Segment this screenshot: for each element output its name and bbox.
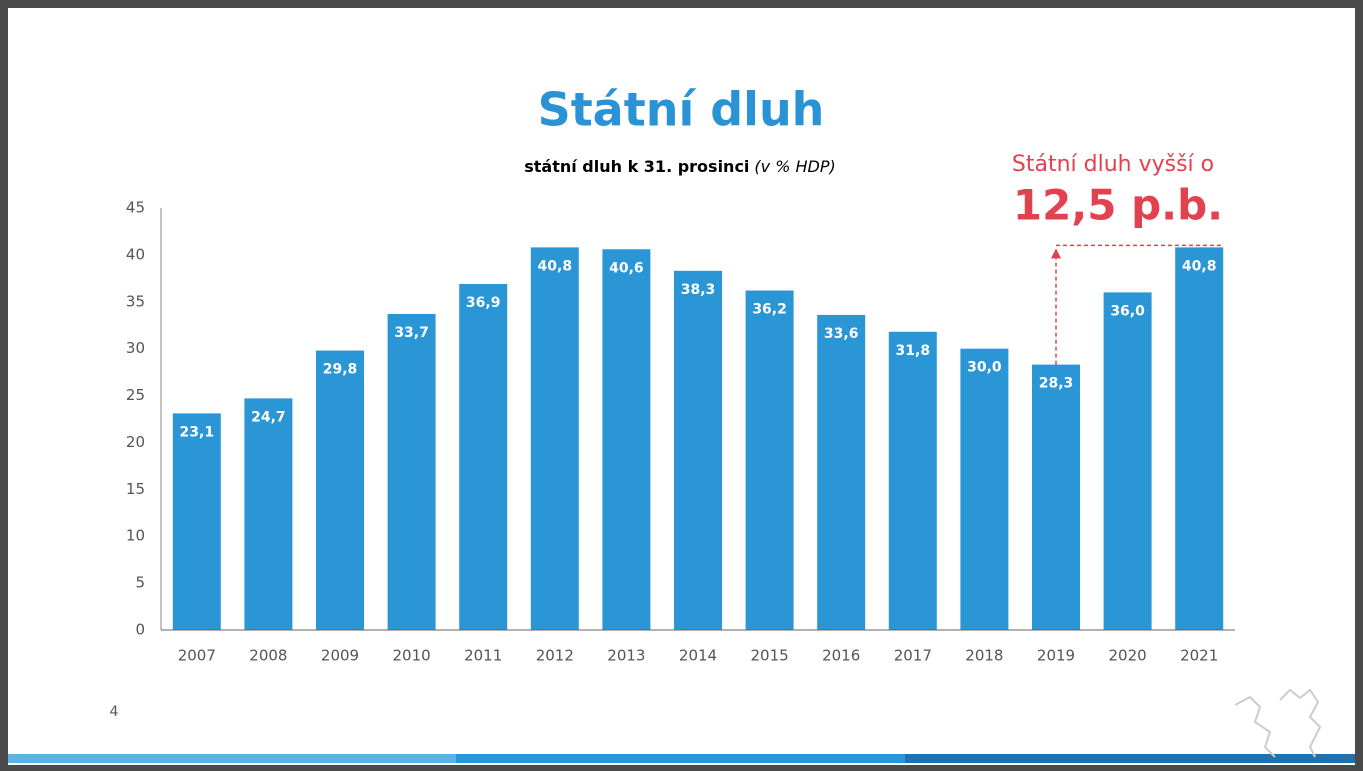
value-label: 23,1 <box>180 424 215 440</box>
value-label: 40,6 <box>609 260 644 276</box>
x-tick-label: 2014 <box>679 647 717 665</box>
stripe <box>456 754 905 763</box>
y-tick-label: 45 <box>126 199 145 217</box>
annotation-text: Státní dluh vyšší o <box>1012 152 1214 177</box>
value-label: 40,8 <box>538 258 573 274</box>
x-tick-label: 2012 <box>536 647 574 665</box>
x-tick-label: 2010 <box>393 647 431 665</box>
y-tick-label: 10 <box>126 527 145 545</box>
bar <box>602 249 651 631</box>
value-label: 30,0 <box>967 360 1002 376</box>
x-tick-label: 2016 <box>822 647 860 665</box>
value-label: 31,8 <box>896 343 931 359</box>
y-tick-label: 40 <box>126 245 145 263</box>
x-tick-label: 2015 <box>751 647 789 665</box>
bar <box>745 290 794 630</box>
x-tick-label: 2019 <box>1037 647 1075 665</box>
value-label: 38,3 <box>681 282 716 298</box>
annotation-arrow <box>1051 248 1061 259</box>
stripe <box>8 754 456 763</box>
y-tick-label: 25 <box>126 386 145 404</box>
value-label: 33,7 <box>394 325 429 341</box>
bar <box>244 398 293 630</box>
value-label: 24,7 <box>251 409 286 425</box>
value-label: 36,0 <box>1110 303 1145 319</box>
x-tick-label: 2007 <box>178 647 216 665</box>
x-tick-label: 2020 <box>1109 647 1147 665</box>
bar <box>172 413 221 630</box>
bar <box>1032 364 1080 630</box>
value-label: 29,8 <box>323 362 358 378</box>
subtitle-text: státní dluh k 31. prosinci <box>524 157 749 176</box>
bar <box>316 350 364 630</box>
x-tick-label: 2021 <box>1180 647 1218 665</box>
x-tick-label: 2008 <box>249 647 287 665</box>
value-label: 33,6 <box>824 326 859 342</box>
bar <box>888 331 937 630</box>
value-label: 36,2 <box>752 302 787 318</box>
x-tick-label: 2018 <box>965 647 1003 665</box>
x-tick-label: 2009 <box>321 647 359 665</box>
bar <box>459 283 508 630</box>
bar <box>387 313 436 630</box>
bar <box>817 314 866 630</box>
chart-title: Státní dluh <box>538 83 825 137</box>
page-number: 4 <box>110 704 119 720</box>
y-tick-label: 35 <box>126 292 145 310</box>
bar <box>1175 247 1224 631</box>
y-tick-label: 15 <box>126 480 145 498</box>
value-label: 36,9 <box>466 295 501 311</box>
subtitle-unit: (v % HDP) <box>754 157 835 176</box>
stripe <box>905 754 1355 763</box>
bar <box>530 247 579 631</box>
logo <box>1234 688 1322 758</box>
y-tick-label: 5 <box>135 574 145 592</box>
x-tick-label: 2013 <box>607 647 645 665</box>
x-tick-label: 2017 <box>894 647 932 665</box>
y-tick-label: 30 <box>126 339 145 357</box>
x-tick-label: 2011 <box>464 647 502 665</box>
value-label: 28,3 <box>1039 376 1074 392</box>
annotation-value: 12,5 p.b. <box>1013 181 1223 230</box>
y-tick-label: 20 <box>126 433 145 451</box>
chart-subtitle: státní dluh k 31. prosinci (v % HDP) <box>524 157 836 176</box>
bar <box>674 270 722 630</box>
y-tick-label: 0 <box>135 621 145 639</box>
bar <box>1103 292 1152 630</box>
bar <box>960 348 1009 630</box>
value-label: 40,8 <box>1182 258 1217 274</box>
